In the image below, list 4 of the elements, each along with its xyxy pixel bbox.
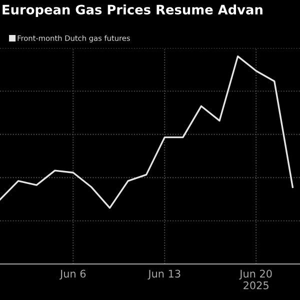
chart-title: European Gas Prices Resume Advan <box>2 4 262 17</box>
x-tick-label: Jun 13 <box>148 270 180 280</box>
x-tick-label: Jun 20 2025 <box>239 270 272 290</box>
x-tick-label: Jun 6 <box>60 270 86 280</box>
